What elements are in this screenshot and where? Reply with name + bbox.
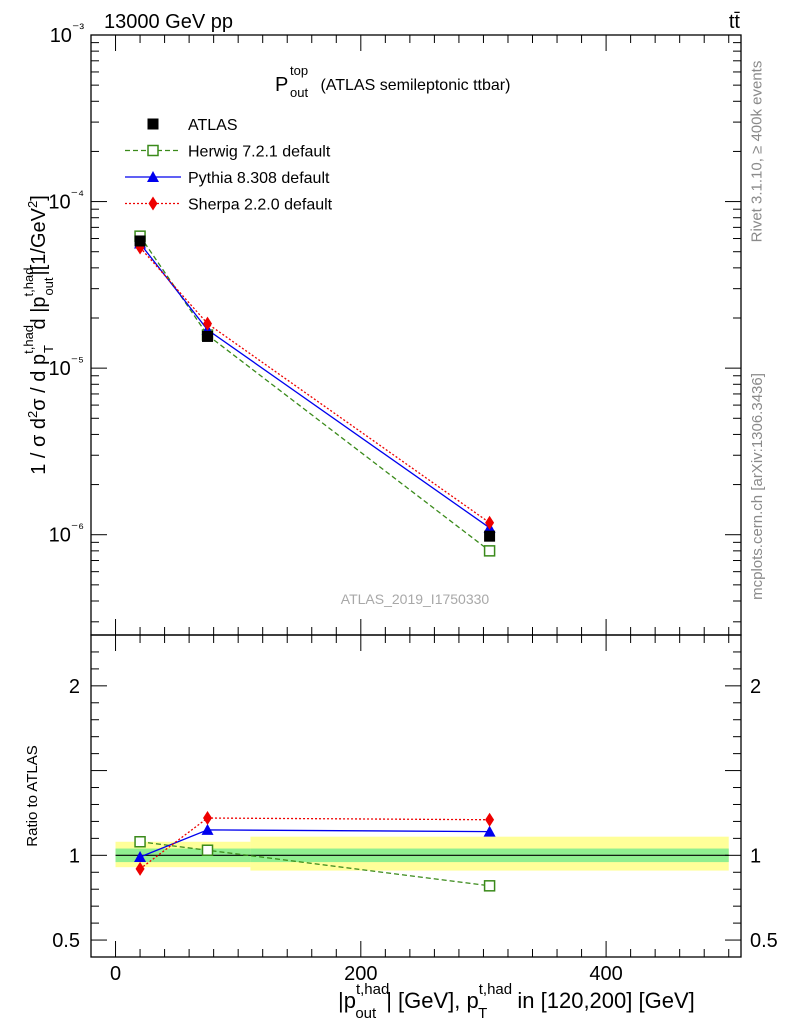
title-text: (ATLAS semileptonic ttbar) [316, 77, 510, 94]
legend-marker-pythia-8-308-default [147, 171, 159, 182]
main-line-pythia-8-308-default [139, 243, 490, 529]
ratio-y-tick-label-right: 2 [750, 676, 761, 698]
rivet-version-label: Rivet 3.1.10, ≥ 400k events [748, 60, 766, 242]
ratio-point-sherpa-2-2-0-default-0 [135, 861, 145, 876]
main-y-tick-label: 10⁻⁵ [49, 353, 84, 380]
analysis-watermark: ATLAS_2019_I1750330 [341, 591, 490, 607]
ratio-point-herwig-7-2-1-default-0 [134, 836, 146, 848]
main-y-axis-label: 1 / σ d2σ / d pt,had T d |pt,had out|[1/Ge… [21, 195, 56, 475]
x-axis-label: |pt,had out| [GeV], pt,had T in [120,200] … [338, 981, 695, 1022]
ratio-point-pythia-8-308-default-2 [483, 825, 496, 837]
main-line-sherpa-2-2-0-default [139, 247, 490, 524]
legend-marker-atlas [147, 118, 159, 130]
main-point-atlas-1 [202, 330, 214, 342]
ratio-y-tick-label-left: 2 [69, 676, 80, 698]
ratio-y-tick-label-right: 0.5 [750, 930, 778, 952]
x-tick-label: 400 [589, 963, 622, 985]
ratio-uncertainty-bands [115, 836, 729, 871]
x-tick-label: 0 [110, 963, 121, 985]
panel-frames [90, 34, 742, 958]
legend: ATLAS Herwig 7.2.1 default Pythia 8.308 de… [125, 117, 333, 214]
plot-title: P top out (ATLAS semileptonic ttbar) [275, 63, 510, 100]
ratio-point-pythia-8-308-default-0 [134, 851, 147, 863]
legend-label-pythia-8-308-default: Pythia 8.308 default [188, 170, 330, 187]
header-left-text: 13000 GeV pp [104, 11, 233, 33]
title-subscript: out [290, 85, 308, 100]
main-point-atlas-0 [134, 235, 146, 247]
data-series [134, 230, 496, 892]
ratio-panel-frame [90, 634, 742, 958]
main-point-atlas-2 [484, 530, 496, 542]
ratio-y-tick-label-left: 1 [69, 845, 80, 867]
legend-marker-herwig-7-2-1-default [147, 144, 159, 157]
title-superscript: top [290, 63, 308, 78]
mcplots-source-label: mcplots.cern.ch [arXiv:1306.3436] [748, 372, 766, 600]
ratio-point-sherpa-2-2-0-default-1 [203, 811, 213, 826]
legend-label-herwig-7-2-1-default: Herwig 7.2.1 default [188, 144, 331, 161]
x-tick-label: 200 [344, 963, 377, 985]
main-point-herwig-7-2-1-default-2 [483, 545, 496, 557]
title-symbol: P [275, 74, 288, 96]
main-y-tick-label: 10⁻⁴ [48, 187, 84, 214]
main-y-tick-label: 10⁻³ [50, 20, 85, 47]
legend-label-atlas: ATLAS [188, 117, 238, 134]
main-point-sherpa-2-2-0-default-1 [203, 316, 213, 331]
ratio-point-sherpa-2-2-0-default-2 [485, 812, 495, 827]
ratio-point-pythia-8-308-default-1 [201, 823, 214, 835]
main-y-tick-label: 10⁻⁶ [49, 520, 84, 547]
ratio-y-tick-label-right: 1 [750, 845, 761, 867]
ratio-point-herwig-7-2-1-default-2 [483, 880, 496, 892]
ratio-y-axis-label: Ratio to ATLAS [24, 745, 41, 846]
header-right-text: tt̄ [729, 11, 741, 33]
ratio-point-herwig-7-2-1-default-1 [201, 844, 214, 856]
legend-marker-sherpa-2-2-0-default [148, 196, 158, 211]
legend-label-sherpa-2-2-0-default: Sherpa 2.2.0 default [188, 197, 333, 214]
ratio-y-tick-label-left: 0.5 [52, 930, 80, 952]
main-line-herwig-7-2-1-default [139, 235, 490, 552]
axis-tick-labels: 10⁻⁶ 10⁻⁵ 10⁻⁴ 10⁻³ 0.5 0.5 1 1 2 2 0 200 400 [48, 20, 777, 985]
main-point-sherpa-2-2-0-default-2 [485, 515, 495, 530]
